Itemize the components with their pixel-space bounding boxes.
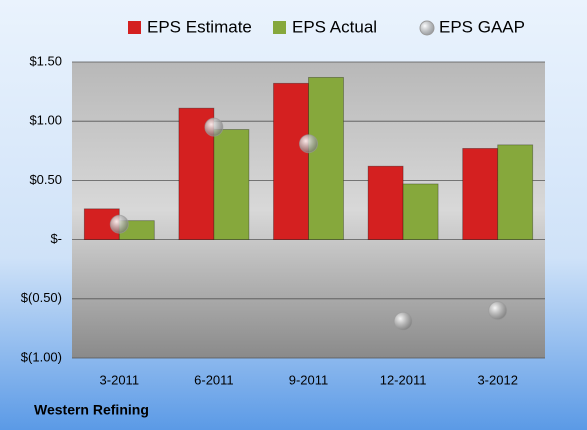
bar [213, 129, 250, 241]
legend-marker [273, 21, 286, 34]
legend-label: EPS Actual [292, 17, 377, 36]
bar [497, 144, 534, 241]
y-tick-label: $1.50 [29, 53, 62, 68]
point [393, 311, 413, 331]
legend-label: EPS Estimate [147, 17, 252, 36]
y-tick-label: $(0.50) [21, 290, 62, 305]
x-tick-label: 9-2011 [289, 372, 329, 387]
bar [462, 148, 499, 241]
x-tick-label: 12-2011 [380, 372, 427, 387]
point [299, 134, 318, 154]
x-tick-label: 6-2011 [194, 372, 234, 387]
x-tick-label: 3-2011 [100, 372, 140, 387]
bar [402, 183, 439, 240]
y-tick-label: $(1.00) [21, 349, 62, 364]
bar [273, 82, 309, 240]
x-tick-label: 3-2012 [477, 372, 517, 387]
point [204, 117, 224, 137]
bar [308, 76, 344, 240]
point [109, 214, 129, 234]
point [488, 301, 508, 321]
legend-marker [419, 20, 435, 36]
bar [367, 165, 404, 240]
legend-label: EPS GAAP [439, 17, 525, 36]
y-tick-label: $0.50 [29, 172, 62, 187]
y-tick-label: $1.00 [29, 113, 62, 128]
chart-title: Western Refining [34, 402, 149, 418]
legend-marker [128, 21, 141, 34]
y-tick-label: $- [50, 231, 62, 246]
